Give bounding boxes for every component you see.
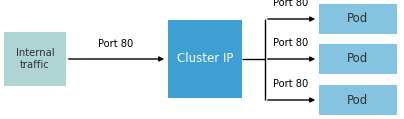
FancyBboxPatch shape [168,20,242,98]
Text: Port 80: Port 80 [274,0,309,8]
Text: Port 80: Port 80 [274,79,309,89]
FancyBboxPatch shape [319,4,397,34]
FancyBboxPatch shape [319,85,397,115]
FancyBboxPatch shape [319,44,397,74]
Text: Cluster IP: Cluster IP [177,52,233,65]
Text: Pod: Pod [347,52,368,65]
Text: Internal
traffic: Internal traffic [16,48,54,70]
Text: Pod: Pod [347,94,368,107]
Text: Pod: Pod [347,12,368,25]
FancyBboxPatch shape [4,32,66,86]
Text: Port 80: Port 80 [99,39,134,49]
Text: Port 80: Port 80 [274,38,309,48]
